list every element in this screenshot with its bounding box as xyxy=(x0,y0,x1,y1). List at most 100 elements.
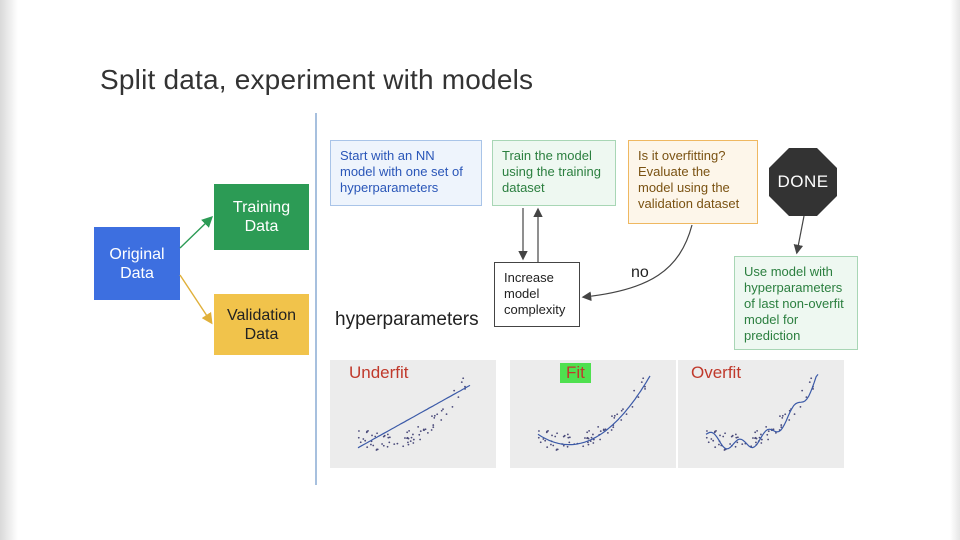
scatter-point xyxy=(760,442,763,444)
scatter-point xyxy=(730,435,733,438)
scatter-point xyxy=(774,432,777,434)
scatter-point xyxy=(707,441,710,444)
scatter-point xyxy=(582,445,585,448)
scatter-point xyxy=(772,428,775,431)
overfit-check-step: Is it overfitting? Evaluate the model us… xyxy=(628,140,758,224)
scatter-point xyxy=(779,415,781,418)
scatter-point xyxy=(584,437,586,439)
scatter-point xyxy=(722,435,725,438)
underfit-plot xyxy=(330,360,496,468)
scatter-point xyxy=(799,406,802,408)
scatter-point xyxy=(810,377,813,380)
overfit-title: Overfit xyxy=(691,363,742,382)
scatter-point xyxy=(631,406,634,408)
validation-data-box: Validation Data xyxy=(214,294,309,355)
scatter-point xyxy=(410,436,413,439)
scatter-point xyxy=(551,434,553,437)
scatter-point xyxy=(432,424,435,426)
scatter-point xyxy=(422,428,425,431)
slide-title: Split data, experiment with models xyxy=(100,64,534,95)
right-edge-shadow xyxy=(950,0,960,540)
scatter-point xyxy=(597,426,600,428)
scatter-point xyxy=(705,436,708,439)
scatter-point xyxy=(568,441,571,444)
scatter-point xyxy=(442,408,444,411)
scatter-point xyxy=(366,446,369,449)
fit-curve xyxy=(357,384,471,449)
scatter-point xyxy=(388,436,391,439)
scatter-point xyxy=(547,429,549,432)
increase-complexity-step: Increase model complexity xyxy=(494,262,580,327)
scatter-point xyxy=(718,443,720,446)
scatter-point xyxy=(587,441,589,444)
scatter-point xyxy=(801,389,804,392)
scatter-point xyxy=(408,429,411,432)
scatter-point xyxy=(760,438,763,441)
scatter-point xyxy=(555,449,558,451)
scatter-point xyxy=(556,432,558,435)
scatter-point xyxy=(419,438,422,441)
scatter-point xyxy=(417,426,420,428)
left-edge-shadow xyxy=(0,0,18,540)
scatter-point xyxy=(766,433,769,436)
scatter-point xyxy=(592,442,595,444)
fit-title: Fit xyxy=(560,363,591,383)
scatter-point xyxy=(371,434,373,437)
scatter-point xyxy=(457,396,460,399)
scatter-point xyxy=(440,419,443,421)
scatter-point xyxy=(611,415,613,418)
scatter-point xyxy=(382,444,385,447)
scatter-point xyxy=(374,435,377,438)
scatter-point xyxy=(567,436,570,439)
underfit-title: Underfit xyxy=(349,363,409,382)
scatter-point xyxy=(426,432,429,434)
scatter-point xyxy=(736,436,739,439)
scatter-point xyxy=(550,443,552,446)
scatter-point xyxy=(755,441,757,444)
scatter-point xyxy=(412,438,415,441)
scatter-point xyxy=(562,435,565,438)
train-model-step: Train the model using the training datas… xyxy=(492,140,616,206)
scatter-point xyxy=(566,445,569,448)
scatter-point xyxy=(712,439,715,442)
scatter-point xyxy=(767,430,770,433)
scatter-point xyxy=(710,438,713,440)
scatter-point xyxy=(460,381,463,384)
scatter-point xyxy=(544,439,547,442)
scatter-point xyxy=(723,449,726,451)
hyperparameters-label: hyperparameters xyxy=(335,309,479,330)
arrow-to-validation xyxy=(179,274,213,325)
scatter-point xyxy=(735,436,738,439)
scatter-point xyxy=(388,441,391,444)
scatter-point xyxy=(592,433,594,436)
done-stop-sign xyxy=(769,148,837,216)
scatter-point xyxy=(588,429,591,432)
scatter-point xyxy=(552,444,555,447)
scatter-point xyxy=(760,433,762,436)
scatter-point xyxy=(430,429,433,431)
scatter-point xyxy=(644,388,646,390)
scatter-point xyxy=(407,437,410,440)
scatter-point xyxy=(754,431,757,434)
scatter-point xyxy=(412,433,414,436)
scatter-point xyxy=(367,429,369,432)
scatter-point xyxy=(402,445,405,448)
scatter-point xyxy=(719,434,721,437)
scatter-point xyxy=(606,432,609,434)
scatter-point xyxy=(741,443,744,446)
scatter-point xyxy=(788,419,791,421)
scatter-point xyxy=(755,437,758,440)
scatter-point xyxy=(625,413,628,415)
scatter-point xyxy=(637,396,640,399)
scatter-point xyxy=(784,413,787,416)
scatter-point xyxy=(562,444,565,447)
scatter-point xyxy=(613,414,616,417)
scatter-point xyxy=(433,414,436,417)
scatter-point xyxy=(590,436,593,439)
scatter-point xyxy=(542,438,545,440)
original-data-box: Original Data xyxy=(94,227,180,300)
scatter-point xyxy=(546,446,549,449)
scatter-point xyxy=(409,440,412,442)
